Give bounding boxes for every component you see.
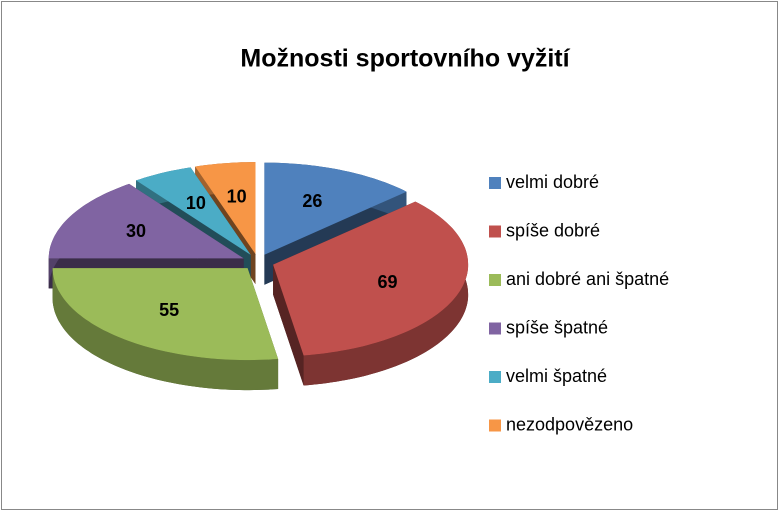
legend-swatch xyxy=(489,274,501,286)
slice xyxy=(52,268,279,391)
legend-swatch xyxy=(489,225,501,238)
slice-top xyxy=(48,183,244,259)
data-label: 55 xyxy=(159,300,179,320)
legend-label: ani dobré ani špatné xyxy=(506,269,669,289)
legend-label: velmi dobré xyxy=(506,172,599,192)
legend-label: nezodpovězeno xyxy=(506,414,633,434)
data-label: 30 xyxy=(126,221,146,241)
slice-radial-wall xyxy=(273,264,304,386)
slice-top xyxy=(136,167,251,255)
slice-outer-wall xyxy=(303,201,469,386)
legend-label: spíše dobré xyxy=(506,220,600,240)
legend-swatch xyxy=(489,177,501,189)
slice-outer-wall xyxy=(52,268,279,391)
legend-swatch xyxy=(489,419,501,432)
legend: velmi dobré spíše dobré ani dobré ani špat… xyxy=(489,172,669,434)
slice-top xyxy=(264,162,407,255)
data-label: 10 xyxy=(186,193,206,213)
chart-title: Možnosti sportovního vyžití xyxy=(240,45,570,73)
legend-swatch xyxy=(489,322,501,335)
slice-top xyxy=(195,162,256,255)
legend-label: spíše špatné xyxy=(506,317,608,337)
slice-top xyxy=(52,268,279,361)
legend-swatch xyxy=(489,371,501,383)
data-label: 10 xyxy=(227,187,247,207)
slice-top xyxy=(273,201,469,356)
data-label: 69 xyxy=(378,272,398,292)
legend-label: velmi špatné xyxy=(506,366,607,386)
data-label: 26 xyxy=(302,191,322,211)
slice xyxy=(273,201,469,386)
pie: 26 69 55 30 10 10 xyxy=(48,162,469,391)
